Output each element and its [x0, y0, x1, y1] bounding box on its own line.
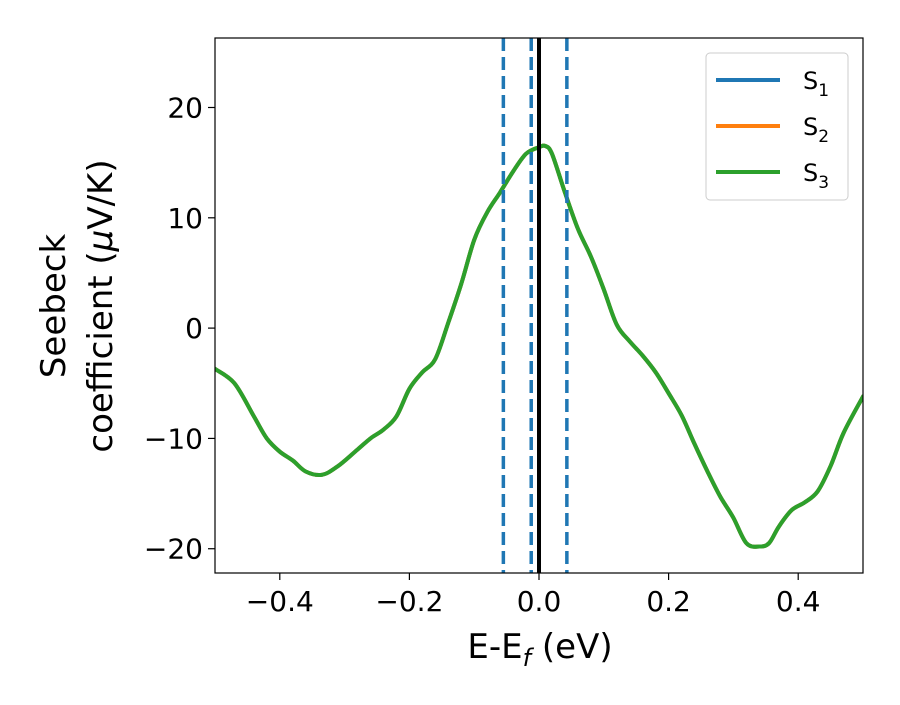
y-axis-ticks: −20 −10 0 10 20 [144, 91, 215, 566]
x-tick-label: 0.4 [776, 585, 821, 618]
y-tick-label: −10 [144, 422, 203, 455]
x-axis-ticks: −0.4 −0.2 0.0 0.2 0.4 [246, 573, 821, 618]
plot-layer [215, 143, 863, 549]
y-tick-label: 0 [185, 312, 203, 345]
legend-label-s1: S1 [803, 67, 829, 101]
reference-lines [501, 38, 569, 573]
series-line-s3 [215, 143, 863, 549]
y-axis-title-line1: Seebeck [34, 234, 74, 379]
y-axis-title-line2: coefficient (μV/K) [81, 159, 121, 452]
y-tick-label: 10 [167, 202, 203, 235]
x-tick-label: −0.2 [375, 585, 443, 618]
legend-label-s2: S2 [803, 113, 829, 147]
y-tick-label: −20 [144, 533, 203, 566]
legend: S1 S2 S3 [705, 52, 849, 201]
x-tick-label: 0.2 [646, 585, 691, 618]
y-tick-label: 20 [167, 91, 203, 124]
legend-label-s3: S3 [803, 159, 829, 193]
x-tick-label: −0.4 [246, 585, 314, 618]
x-axis-title: E-Ef (eV) [467, 627, 612, 672]
x-tick-label: 0.0 [517, 585, 562, 618]
